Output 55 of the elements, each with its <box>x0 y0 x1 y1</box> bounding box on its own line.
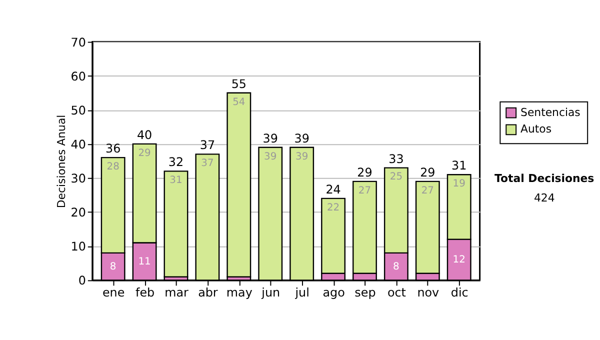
data-label: 39 <box>296 151 308 162</box>
x-tick-label: oct <box>387 286 406 300</box>
data-label: 37 <box>201 158 214 170</box>
legend-label: Sentencias <box>520 106 581 119</box>
total-label: 37 <box>200 138 216 152</box>
total-label: 33 <box>388 152 404 166</box>
x-tick-label: feb <box>135 286 155 300</box>
x-tick-label: jun <box>260 286 280 300</box>
y-tick-label: 40 <box>70 137 86 152</box>
text: 424 <box>534 192 555 205</box>
total-label: 29 <box>357 165 372 180</box>
total-label: 24 <box>326 182 341 196</box>
y-tick-label: 30 <box>70 171 86 186</box>
total-label: 32 <box>168 155 184 170</box>
total-label: 36 <box>106 142 121 156</box>
x-tick-label: nov <box>417 286 440 300</box>
x-tick-label: ene <box>102 286 125 300</box>
total-label: 55 <box>231 76 246 91</box>
x-tick-label: sep <box>354 286 376 300</box>
total-label: 39 <box>262 131 278 146</box>
text: Total Decisiones <box>494 172 594 185</box>
data-label: 12 <box>452 254 466 266</box>
x-tick-label: mar <box>164 286 188 300</box>
y-tick-label: 20 <box>70 206 86 220</box>
y-axis-title: Decisiones Anual <box>54 114 68 208</box>
y-tick-label: 60 <box>70 69 86 84</box>
x-tick-label: ago <box>322 286 345 300</box>
data-label: 22 <box>326 202 340 214</box>
data-label: 39 <box>264 151 277 162</box>
data-label: 25 <box>390 172 403 183</box>
bar <box>164 170 188 278</box>
legend-label: Autos <box>520 122 552 136</box>
data-label: 11 <box>138 256 151 268</box>
y-tick-label: 50 <box>70 103 86 118</box>
data-label: 29 <box>138 148 151 159</box>
data-label: 54 <box>232 96 246 108</box>
x-tick-label: abr <box>198 286 218 300</box>
total-label: 40 <box>136 128 152 142</box>
y-tick-label: 70 <box>70 35 86 50</box>
x-tick-label: may <box>226 286 252 300</box>
total-label: 39 <box>294 131 310 146</box>
x-tick-label: jul <box>294 286 310 300</box>
bar <box>226 92 252 278</box>
data-label: 31 <box>170 175 182 186</box>
x-tick-label: dic <box>450 286 468 300</box>
data-label: 28 <box>106 162 120 173</box>
y-tick-label: 0 <box>78 274 86 288</box>
data-label: 19 <box>452 178 466 190</box>
data-label: 8 <box>393 262 400 273</box>
data-label: 27 <box>421 185 434 196</box>
total-label: 29 <box>420 165 436 180</box>
data-label: 8 <box>110 262 116 273</box>
y-tick-label: 10 <box>70 240 86 254</box>
data-label: 27 <box>358 185 372 196</box>
total-label: 31 <box>452 158 467 173</box>
